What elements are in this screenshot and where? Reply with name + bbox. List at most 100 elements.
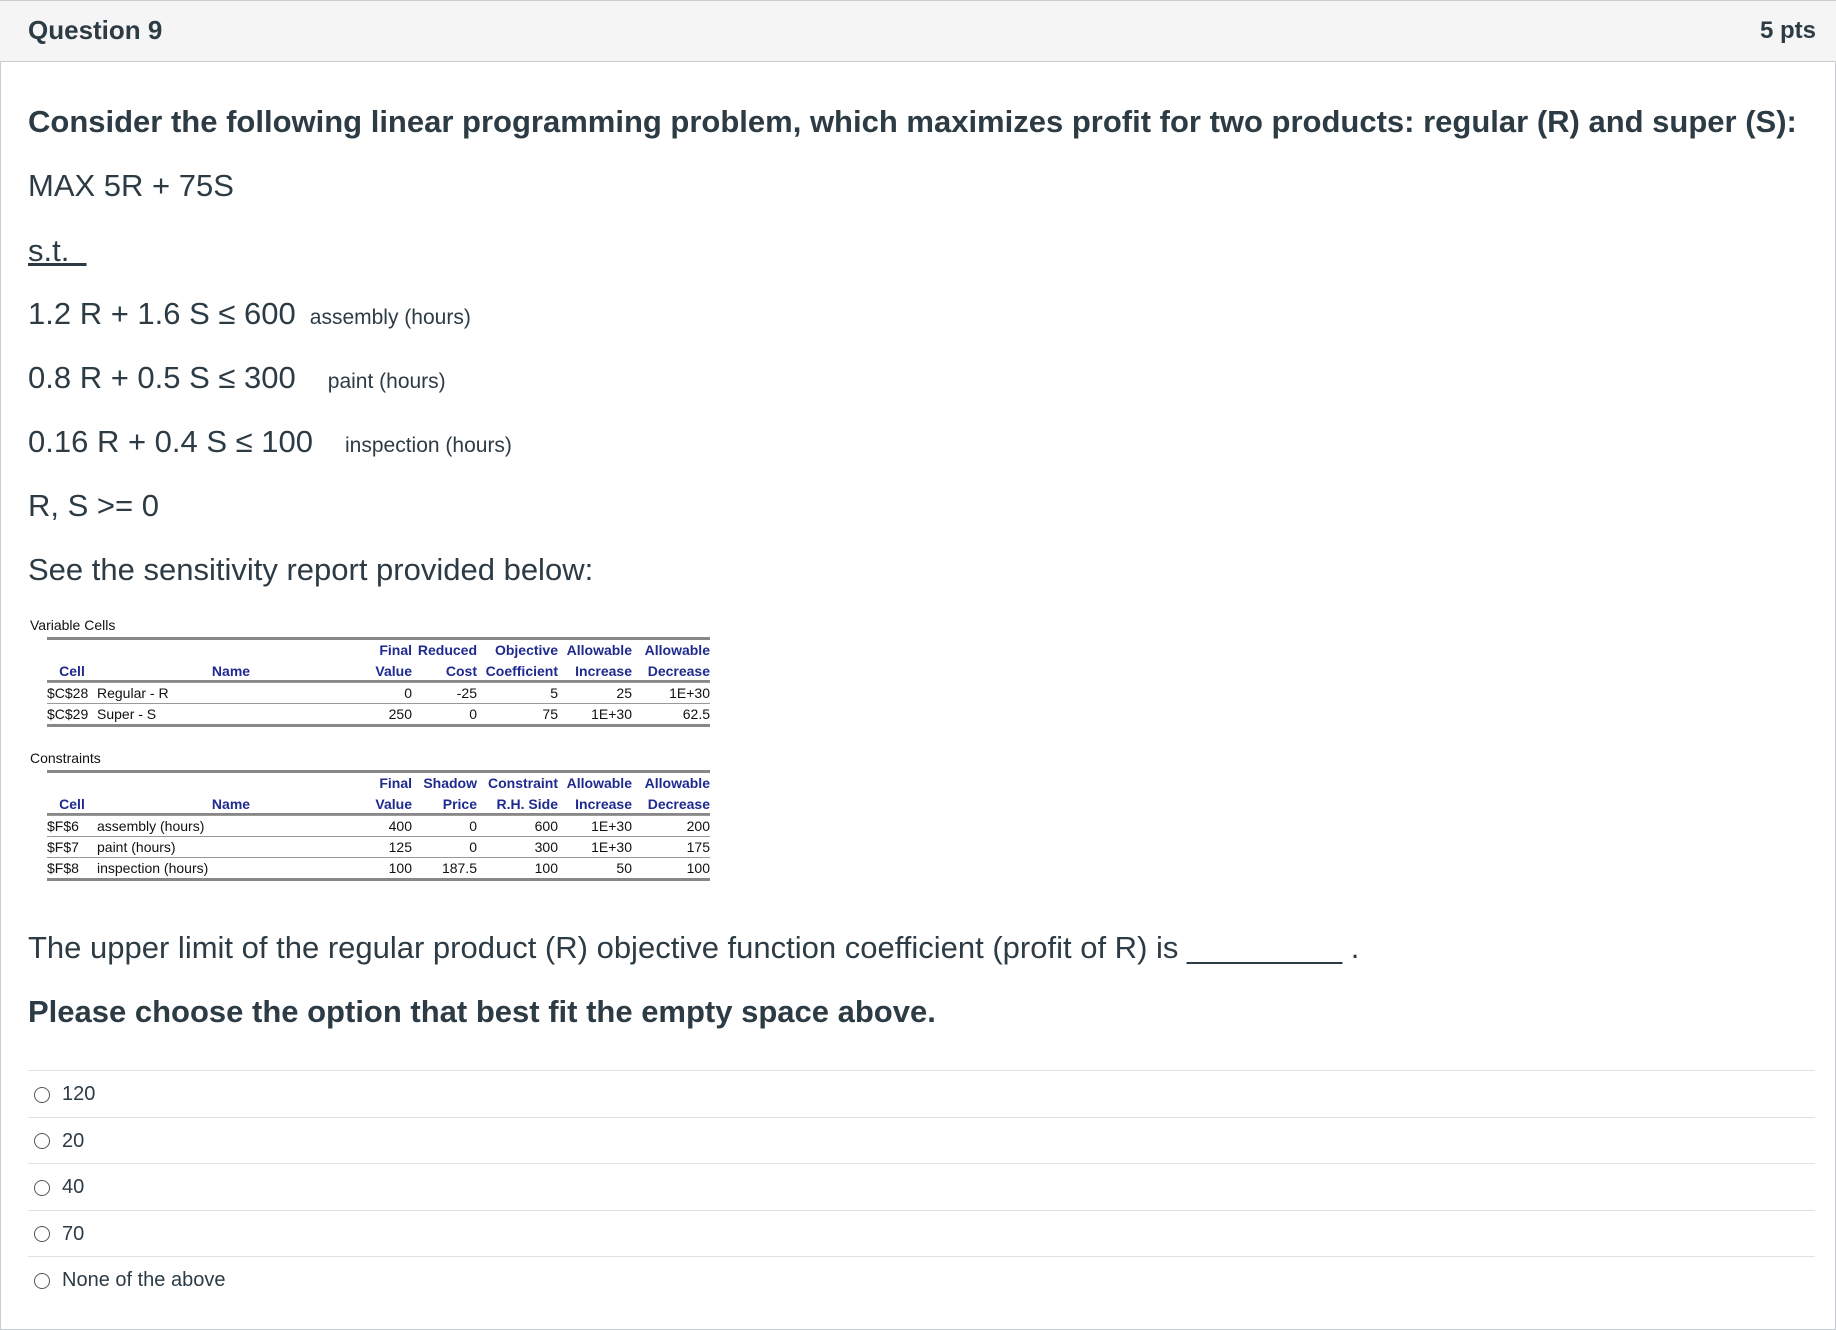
column-header: Reduced bbox=[417, 642, 477, 658]
constraint-3: 0.16 R + 0.4 S ≤ 100 inspection (hours) bbox=[28, 424, 512, 459]
answer-option[interactable]: None of the above bbox=[34, 1269, 225, 1292]
radio-button[interactable] bbox=[34, 1226, 50, 1242]
column-header: Allowable bbox=[566, 642, 632, 658]
column-header: Allowable bbox=[644, 642, 710, 658]
option-label: None of the above bbox=[62, 1269, 226, 1291]
column-header: Decrease bbox=[647, 663, 710, 679]
column-header: Final bbox=[379, 642, 412, 658]
table-row: $F$7 paint (hours) 125 0 300 1E+30 175 bbox=[47, 836, 710, 857]
radio-button[interactable] bbox=[34, 1133, 50, 1149]
table-cell: 400 bbox=[388, 818, 412, 834]
question-title: Question 9 bbox=[28, 15, 163, 45]
table-cell: 250 bbox=[388, 706, 412, 722]
option-divider bbox=[28, 1256, 1815, 1257]
constraint-2: 0.8 R + 0.5 S ≤ 300 paint (hours) bbox=[28, 360, 446, 395]
table-cell: 175 bbox=[686, 839, 710, 855]
table-cell: 100 bbox=[534, 860, 558, 876]
table-cell: 0 bbox=[469, 818, 477, 834]
answer-option[interactable]: 70 bbox=[34, 1223, 84, 1246]
table-cell: paint (hours) bbox=[97, 839, 176, 855]
table-cell: inspection (hours) bbox=[97, 860, 209, 876]
table-cell: 200 bbox=[686, 818, 710, 834]
table-cell: 62.5 bbox=[682, 706, 710, 722]
table-cell: $C$29 bbox=[47, 706, 89, 722]
column-header bbox=[97, 773, 365, 794]
column-header: Increase bbox=[575, 663, 632, 679]
table-cell: 5 bbox=[550, 685, 558, 701]
column-header: Objective bbox=[494, 642, 558, 658]
radio-button[interactable] bbox=[34, 1272, 50, 1289]
column-header bbox=[47, 640, 97, 661]
column-header: Shadow bbox=[423, 775, 477, 791]
table-row: $F$8 inspection (hours) 100 187.5 100 50 100 bbox=[47, 857, 710, 878]
question-points: 5 pts bbox=[1759, 17, 1816, 44]
table-cell: 1E+30 bbox=[591, 706, 632, 722]
table-row: $C$28 Regular - R 0 -25 5 25 1E+30 bbox=[47, 682, 710, 703]
table-cell: 25 bbox=[616, 685, 632, 701]
answer-option[interactable]: 20 bbox=[34, 1130, 84, 1153]
intro-text: Consider the following linear programmin… bbox=[28, 104, 1797, 139]
radio-button[interactable] bbox=[34, 1179, 50, 1196]
table-cell: $F$7 bbox=[47, 839, 79, 855]
column-header: Final bbox=[379, 775, 412, 791]
see-report-text: See the sensitivity report provided belo… bbox=[28, 552, 594, 587]
table-cell: -25 bbox=[456, 685, 477, 701]
column-header: Name bbox=[211, 663, 251, 679]
table-cell: 50 bbox=[616, 860, 632, 876]
table-cell: 0 bbox=[404, 685, 412, 701]
column-header: Allowable bbox=[644, 775, 710, 791]
column-header: Constraint bbox=[488, 775, 558, 791]
table-cell: 0 bbox=[469, 839, 477, 855]
table-cell: 0 bbox=[469, 706, 477, 722]
table-cell: 1E+30 bbox=[591, 839, 632, 855]
option-label: 70 bbox=[62, 1222, 85, 1245]
table-cell: assembly (hours) bbox=[97, 818, 205, 834]
option-divider bbox=[28, 1070, 1815, 1071]
column-header: Cost bbox=[445, 663, 477, 679]
column-header bbox=[97, 640, 365, 661]
table-cell: 1E+30 bbox=[591, 818, 632, 834]
table-cell: $F$8 bbox=[47, 860, 79, 876]
table-cell: 600 bbox=[534, 818, 558, 834]
table-header-row: Cell Name Value Cost Coefficient Increase Decr… bbox=[47, 661, 710, 682]
constraints-table: Constraints Final Shadow Constraint Allowab… bbox=[30, 750, 710, 881]
answer-option[interactable]: 40 bbox=[34, 1176, 84, 1199]
table-row: $F$6 assembly (hours) 400 0 600 1E+30 200 bbox=[47, 815, 710, 836]
table-cell: 300 bbox=[534, 839, 558, 855]
column-header: Cell bbox=[59, 796, 85, 812]
column-header: Cell bbox=[59, 663, 85, 679]
column-header: Value bbox=[375, 663, 412, 679]
column-header: Decrease bbox=[647, 796, 710, 812]
question-prompt: The upper limit of the regular product (… bbox=[28, 930, 1360, 965]
table-cell: 75 bbox=[542, 706, 558, 722]
instruction-text: Please choose the option that best fit t… bbox=[28, 994, 936, 1029]
option-label: 120 bbox=[62, 1083, 96, 1105]
option-divider bbox=[28, 1116, 1815, 1118]
answer-option[interactable]: 120 bbox=[34, 1083, 95, 1106]
column-header: R.H. Side bbox=[496, 796, 558, 812]
column-header: Coefficient bbox=[485, 663, 558, 679]
question-header: Question 9 5 pts bbox=[0, 0, 1836, 62]
column-header: Allowable bbox=[566, 775, 632, 791]
table-header-row: Final Shadow Constraint Allowable Allowable bbox=[47, 773, 710, 794]
constraint-1: 1.2 R + 1.6 S ≤ 600 assembly (hours) bbox=[28, 296, 471, 331]
radio-button[interactable] bbox=[34, 1086, 50, 1103]
table-cell: 125 bbox=[388, 839, 412, 855]
table-cell: 1E+30 bbox=[669, 685, 710, 701]
table-header-row: Cell Name Value Price R.H. Side Increase Decre… bbox=[47, 794, 710, 815]
nonnegativity: R, S >= 0 bbox=[28, 488, 159, 523]
table-cell: $C$28 bbox=[47, 685, 89, 701]
table-cell: Super - S bbox=[97, 706, 157, 722]
column-header: Name bbox=[211, 796, 251, 812]
table-row: $C$29 Super - S 250 0 75 1E+30 62.5 bbox=[47, 703, 710, 724]
table-cell: Regular - R bbox=[97, 685, 169, 701]
objective-function: MAX 5R + 75S bbox=[28, 168, 234, 203]
table-caption: Constraints bbox=[30, 750, 101, 766]
table-cell: 100 bbox=[686, 860, 710, 876]
column-header bbox=[47, 773, 97, 794]
table-cell: $F$6 bbox=[47, 818, 79, 834]
option-divider bbox=[28, 1163, 1815, 1164]
option-label: 40 bbox=[62, 1176, 85, 1198]
column-header: Price bbox=[442, 796, 477, 812]
table-header-row: Final Reduced Objective Allowable Allowable bbox=[47, 640, 710, 661]
